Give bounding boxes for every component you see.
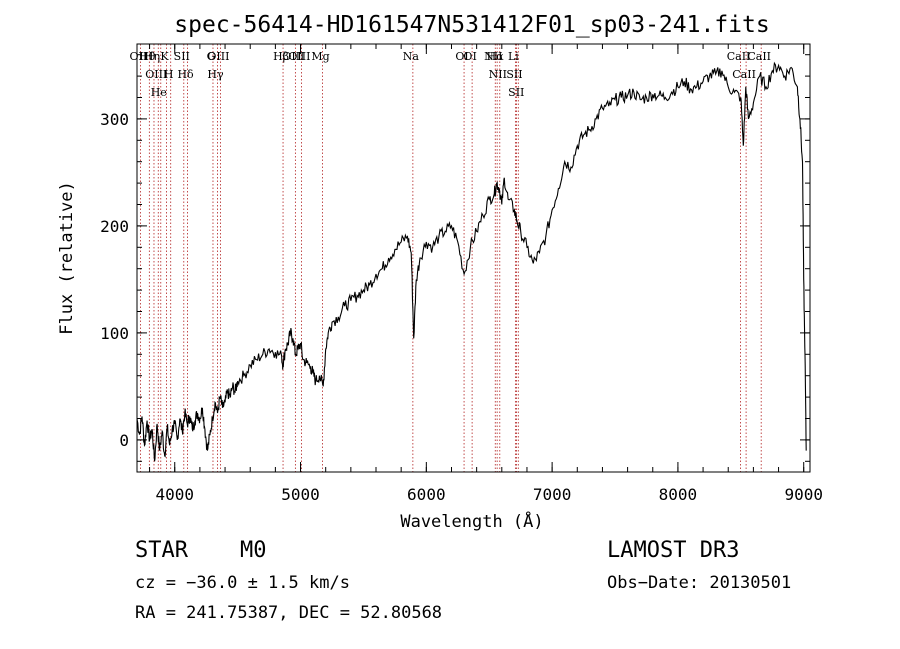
reference-label: Hθ (139, 50, 156, 63)
reference-label: Hα (487, 50, 505, 63)
x-tick-label: 7000 (533, 485, 572, 504)
reference-label: CaII (747, 50, 771, 63)
x-axis-label: Wavelength (Å) (400, 510, 543, 532)
reference-label: G (207, 50, 216, 63)
chart-title: spec-56414-HD161547N531412F01_sp03-241.f… (174, 12, 769, 38)
x-tick-label: 8000 (659, 485, 698, 504)
obs-date: Obs−Date: 20130501 (607, 573, 792, 593)
reference-label: NII (484, 50, 502, 63)
reference-label: OIII (288, 50, 310, 63)
reference-label: H (164, 68, 174, 81)
reference-label: Hβ (273, 50, 289, 63)
plot-frame (136, 43, 811, 473)
reference-label: OII (130, 50, 148, 63)
reference-label: Na (403, 50, 420, 63)
reference-lines (139, 44, 762, 472)
reference-label: Mg (311, 50, 329, 63)
reference-label: Li (508, 50, 519, 63)
y-tick-label: 200 (100, 217, 129, 236)
x-axis-ticks: 4000 5000 6000 7000 8000 9000 (149, 44, 823, 504)
reference-label: NII (489, 68, 507, 81)
coordinates: RA = 241.75387, DEC = 52.80568 (135, 603, 443, 623)
x-tick-label: 5000 (281, 485, 320, 504)
reference-label: Hγ (207, 68, 224, 81)
reference-label: He (151, 86, 167, 99)
y-axis-label: Flux (relative) (57, 181, 77, 335)
y-tick-label: 300 (100, 110, 129, 129)
reference-label: CaII (727, 50, 751, 63)
object-class: STAR (135, 538, 188, 563)
redshift-value: cz = −36.0 ± 1.5 km/s (135, 573, 350, 593)
reference-label: OI (455, 50, 468, 63)
reference-label: OI (463, 50, 476, 63)
reference-label: Hη (144, 50, 160, 63)
y-tick-label: 100 (100, 324, 129, 343)
reference-label: SII (508, 86, 524, 99)
reference-label: OIII (282, 50, 304, 63)
reference-label: K (160, 50, 169, 63)
x-tick-label: 6000 (407, 485, 446, 504)
reference-label: SII (506, 68, 522, 81)
survey-name: LAMOST DR3 (607, 538, 740, 563)
reference-label: OIII (207, 50, 229, 63)
y-tick-label: 0 (119, 431, 129, 450)
reference-label: Hδ (177, 68, 194, 81)
reference-label: CaII (732, 68, 756, 81)
x-tick-label: 9000 (784, 485, 823, 504)
reference-label: OIII (145, 68, 167, 81)
x-tick-label: 4000 (155, 485, 194, 504)
y-axis-ticks: 0 100 200 300 (100, 54, 810, 462)
reference-label: SII (174, 50, 190, 63)
object-subclass: M0 (240, 538, 267, 563)
spectrum-line (136, 61, 807, 462)
